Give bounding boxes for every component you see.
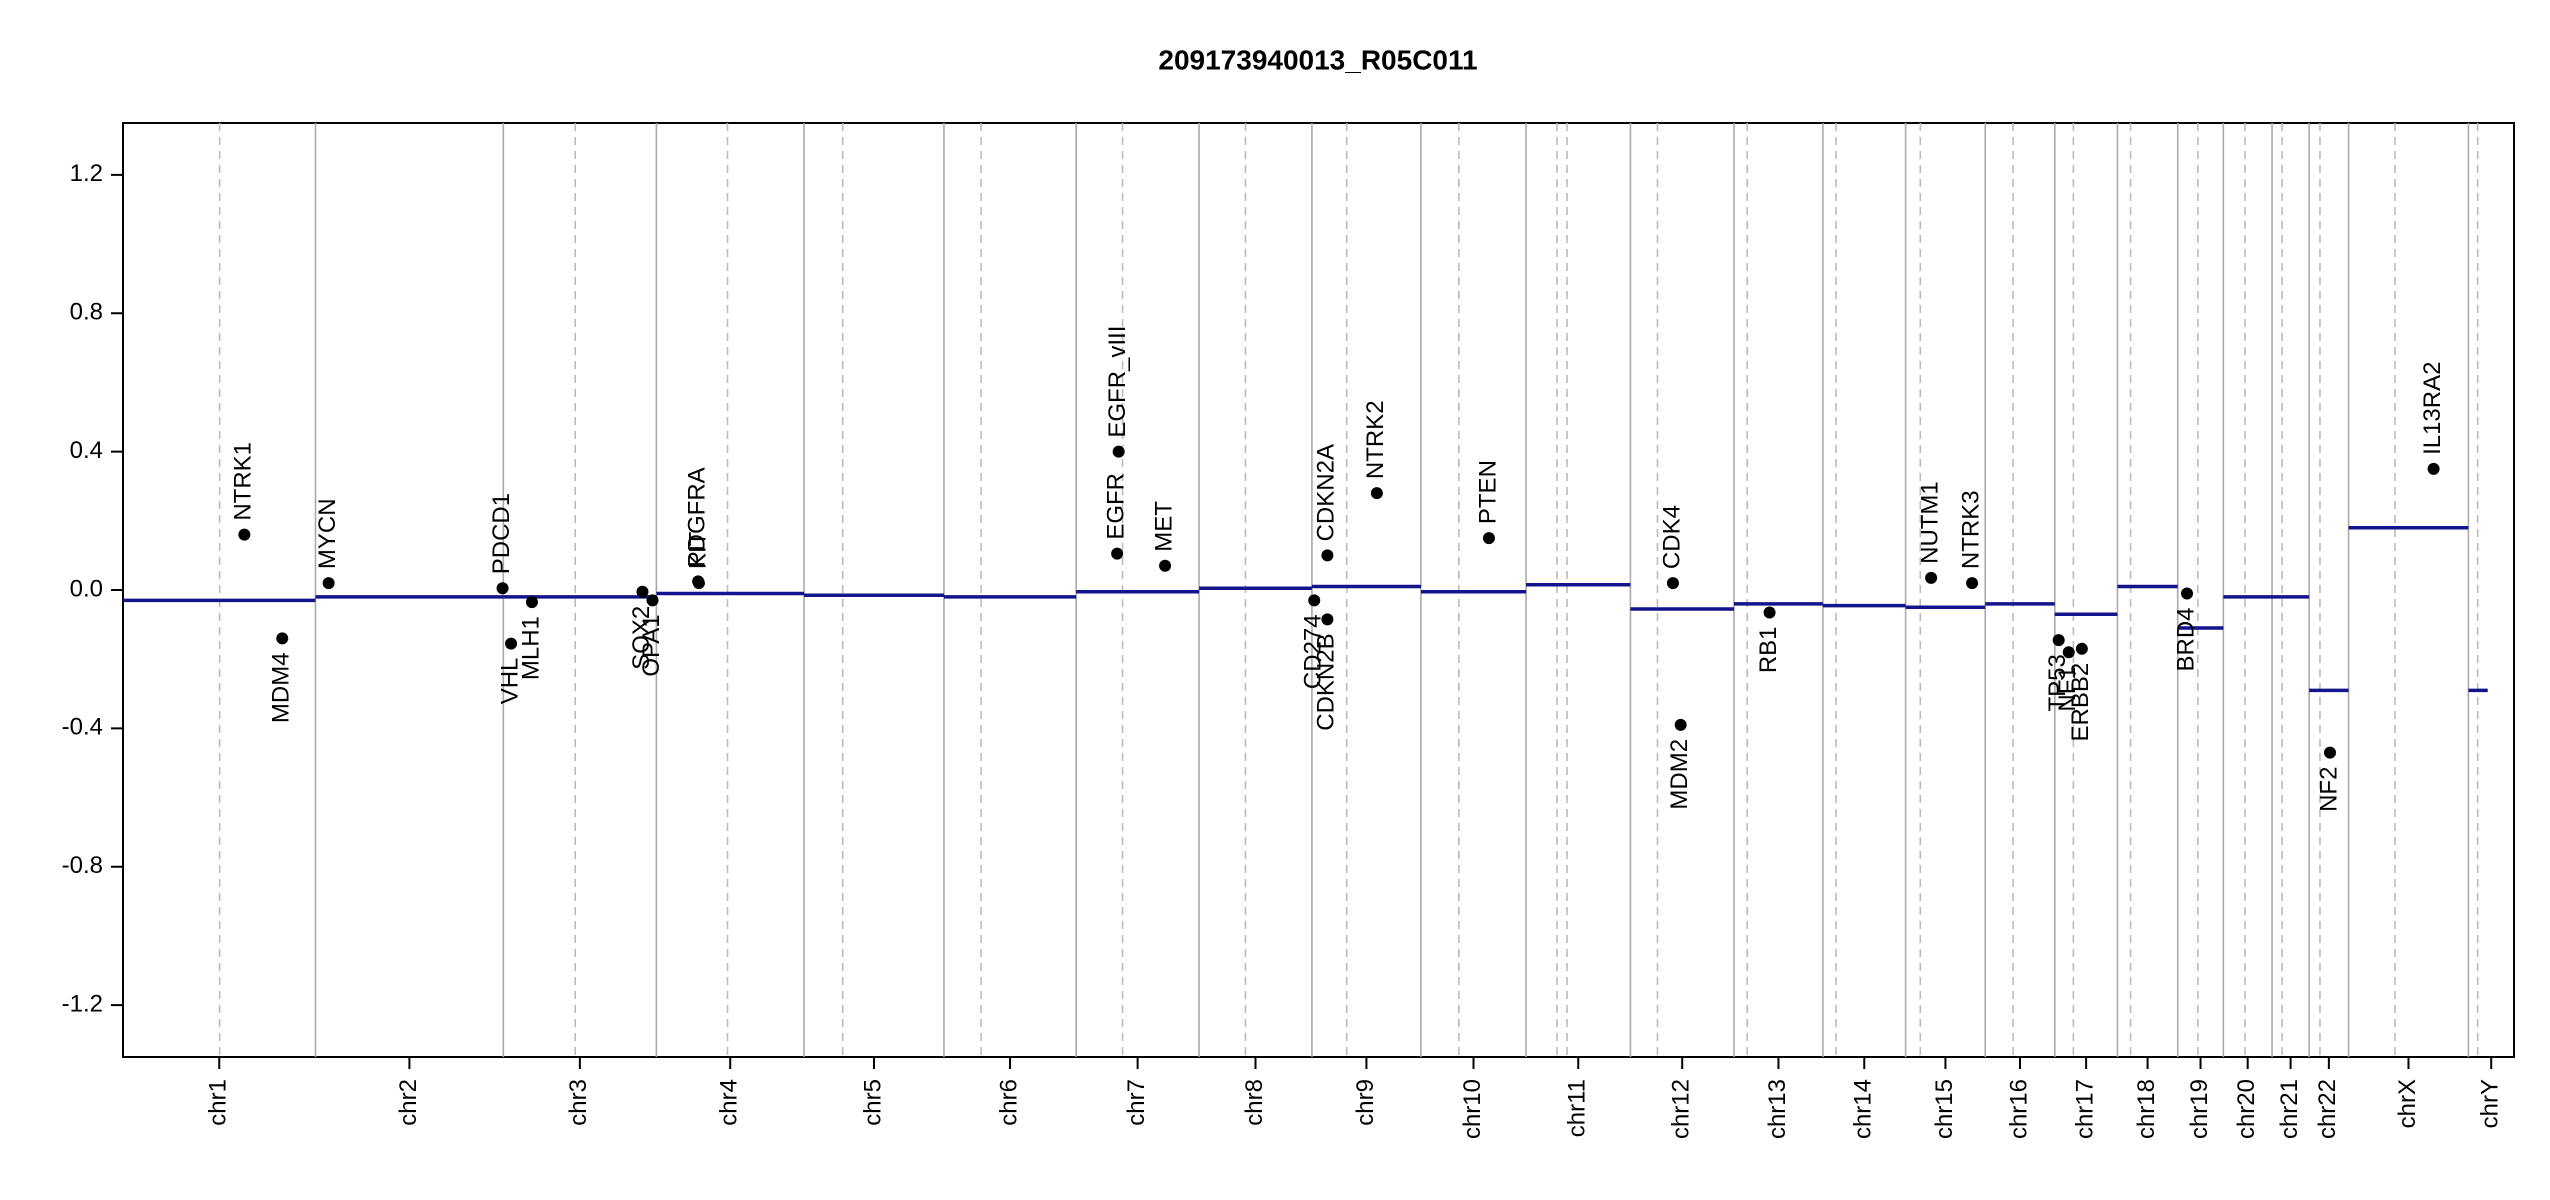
- gene-label: RB1: [1755, 626, 1782, 673]
- gene-point: [1925, 571, 1938, 584]
- gene-point: [525, 596, 538, 609]
- gene-label: VHL: [496, 658, 523, 705]
- gene-label: MET: [1150, 501, 1177, 552]
- gene-point: [1370, 487, 1383, 500]
- x-tick-label: chr21: [2276, 1079, 2303, 1139]
- x-tick-label: chr22: [2314, 1079, 2341, 1139]
- gene-label: MDM4: [268, 652, 295, 723]
- gene-point: [238, 528, 251, 541]
- gene-point: [646, 594, 659, 607]
- gene-point: [1966, 577, 1979, 590]
- x-tick-label: chr15: [1931, 1079, 1958, 1139]
- gene-point: [496, 582, 509, 595]
- gene-point: [1321, 613, 1334, 626]
- plot-frame: [122, 122, 2515, 1058]
- gene-label: MDM2: [1666, 739, 1693, 810]
- gene-point: [692, 577, 705, 590]
- gene-point: [2075, 642, 2088, 655]
- gene-label: ERBB2: [2067, 663, 2094, 742]
- x-tick-label: chr10: [1459, 1079, 1486, 1139]
- gene-point: [2062, 646, 2075, 659]
- x-tick-label: chr16: [2005, 1079, 2032, 1139]
- gene-label: NTRK1: [230, 442, 257, 521]
- chart-title: 209173940013_R05C011: [1158, 44, 1477, 75]
- x-tick-label: chr20: [2233, 1079, 2260, 1139]
- x-tick-label: chrY: [2477, 1079, 2504, 1128]
- x-tick-label: chr8: [1241, 1079, 1268, 1126]
- gene-point: [1111, 547, 1124, 560]
- gene-label: CDKN2A: [1313, 444, 1340, 541]
- x-tick-label: chr12: [1668, 1079, 1695, 1139]
- gene-label: PDGFRA: [683, 467, 710, 567]
- gene-label: NTRK3: [1957, 490, 1984, 569]
- gene-label: CD274: [1300, 614, 1327, 689]
- gene-label: TP53: [2044, 654, 2071, 711]
- x-tick-label: chr18: [2133, 1079, 2160, 1139]
- y-tick-label: 0.8: [70, 299, 103, 326]
- gene-label: BRD4: [2172, 607, 2199, 671]
- x-tick-label: chr14: [1850, 1079, 1877, 1139]
- gene-label: KIT: [684, 531, 711, 569]
- x-tick-label: chr1: [205, 1079, 232, 1126]
- y-tick-label: -0.8: [62, 852, 103, 879]
- x-tick-label: chr6: [995, 1079, 1022, 1126]
- gene-label: MLH1: [517, 616, 544, 680]
- gene-point: [2324, 746, 2337, 759]
- gene-point: [2052, 634, 2065, 647]
- x-tick-label: chr4: [716, 1079, 743, 1126]
- x-tick-label: chr13: [1764, 1079, 1791, 1139]
- gene-label: CDKN2B: [1313, 633, 1340, 730]
- gene-label: SOX2: [628, 606, 655, 670]
- x-tick-label: chr17: [2071, 1079, 2098, 1139]
- x-tick-label: chrX: [2394, 1079, 2421, 1128]
- gene-point: [1674, 718, 1687, 731]
- gene-label: PDCD1: [488, 493, 515, 574]
- gene-point: [276, 632, 289, 645]
- gene-label: NF2: [2315, 767, 2342, 812]
- y-tick-label: -1.2: [62, 990, 103, 1017]
- gene-point: [1112, 445, 1125, 458]
- x-tick-label: chr11: [1564, 1079, 1591, 1137]
- y-tick-label: -0.4: [62, 714, 103, 741]
- y-tick-label: 0.4: [70, 437, 103, 464]
- gene-point: [2427, 462, 2440, 475]
- gene-point: [1159, 559, 1172, 572]
- x-tick-label: chr7: [1123, 1079, 1150, 1126]
- gene-point: [1482, 532, 1495, 545]
- x-tick-label: chr5: [859, 1079, 886, 1126]
- gene-label: EGFR: [1102, 473, 1129, 540]
- gene-label: IL13RA2: [2419, 362, 2446, 455]
- gene-label: NTRK2: [1362, 400, 1389, 479]
- gene-point: [2181, 587, 2194, 600]
- y-tick-label: 1.2: [70, 160, 103, 187]
- gene-point: [636, 585, 649, 598]
- gene-point: [1321, 549, 1334, 562]
- gene-label: OPA1: [638, 614, 665, 676]
- y-tick-label: 0.0: [70, 575, 103, 602]
- gene-point: [505, 637, 518, 650]
- gene-point: [1666, 577, 1679, 590]
- gene-point: [322, 577, 335, 590]
- gene-label: EGFR_vIII: [1104, 326, 1131, 438]
- gene-label: MYCN: [314, 498, 341, 569]
- gene-label: NUTM1: [1916, 481, 1943, 564]
- gene-point: [1763, 606, 1776, 619]
- gene-label: PTEN: [1474, 460, 1501, 524]
- x-tick-label: chr3: [565, 1079, 592, 1126]
- gene-point: [1308, 594, 1321, 607]
- x-tick-label: chr2: [395, 1079, 422, 1126]
- gene-label: CDK4: [1658, 505, 1685, 569]
- x-tick-label: chr19: [2186, 1079, 2213, 1139]
- x-tick-label: chr9: [1352, 1079, 1379, 1126]
- gene-label: NF1: [2054, 666, 2081, 711]
